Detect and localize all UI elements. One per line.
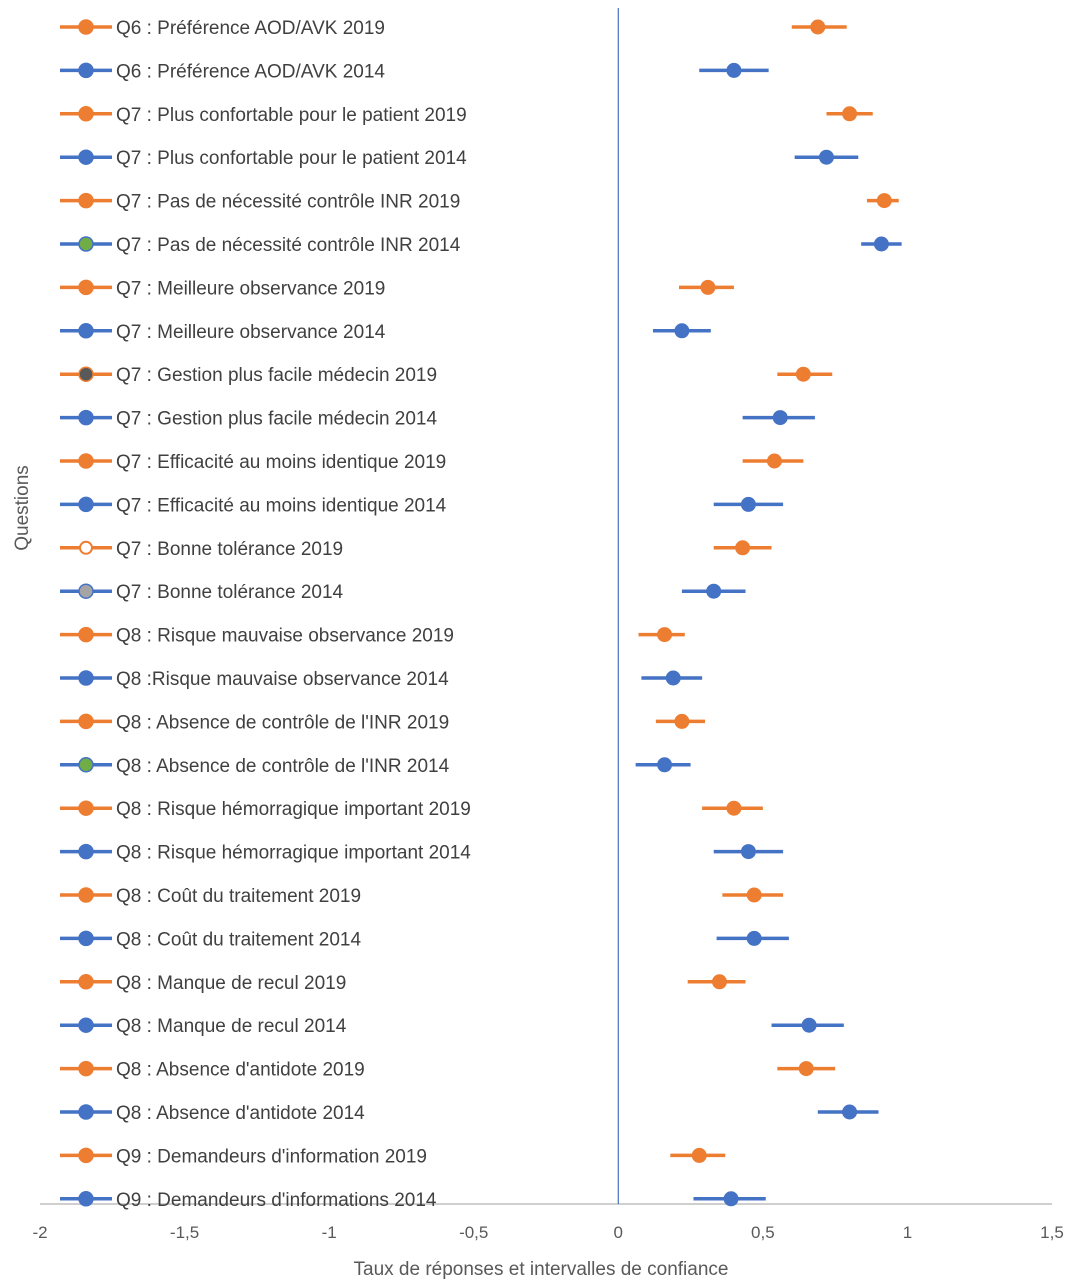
legend-swatch-marker (78, 974, 94, 990)
legend-swatch-marker (78, 843, 94, 860)
legend-swatch-marker (78, 1060, 94, 1077)
data-point (657, 757, 673, 773)
legend-label: Q8 : Absence de contrôle de l'INR 2019 (116, 712, 449, 733)
legend-swatch-marker (78, 106, 94, 122)
legend-swatch-marker (78, 366, 94, 382)
x-tick-label: 1 (903, 1223, 912, 1242)
legend-label: Q8 : Coût du traitement 2019 (116, 886, 361, 907)
legend-label: Q7 : Plus confortable pour le patient 20… (116, 105, 467, 126)
data-point (766, 453, 782, 469)
legend-label: Q7 : Meilleure observance 2014 (116, 322, 386, 343)
legend-label: Q9 : Demandeurs d'informations 2014 (116, 1190, 437, 1211)
data-point (842, 1104, 858, 1120)
x-tick-label: 1,5 (1040, 1223, 1064, 1242)
legend-label: Q6 : Préférence AOD/AVK 2014 (116, 61, 385, 82)
x-tick-labels: -2 -1,5 -1 -0,5 0 0,5 1 1,5 (32, 1223, 1063, 1242)
data-point (818, 149, 834, 165)
legend-label: Q7 : Gestion plus facile médecin 2014 (116, 409, 438, 430)
legend-label: Q7 : Pas de nécessité contrôle INR 2014 (116, 235, 461, 256)
legend-swatch-marker (78, 1147, 94, 1164)
data-point (876, 193, 892, 209)
legend-label: Q7 : Plus confortable pour le patient 20… (116, 148, 467, 169)
legend-swatch-marker (78, 670, 94, 686)
data-point (711, 974, 727, 990)
legend-label: Q8 :Risque mauvaise observance 2014 (116, 669, 449, 690)
data-point (746, 887, 762, 903)
legend-label: Q8 : Absence d'antidote 2014 (116, 1103, 365, 1124)
data-point (726, 800, 742, 816)
data-point (873, 236, 889, 252)
legend-label: Q7 : Bonne tolérance 2014 (116, 582, 344, 603)
legend-swatch-marker (78, 323, 94, 339)
legend-label: Q8 : Risque mauvaise observance 2019 (116, 626, 454, 647)
data-point (740, 844, 756, 860)
legend-swatch-marker (78, 583, 94, 599)
y-axis-title: Questions (12, 465, 33, 551)
legend-swatch-marker (78, 1017, 94, 1033)
data-point (674, 713, 690, 729)
data-point (706, 583, 722, 599)
data-point (798, 1061, 814, 1077)
legend-swatch-marker (78, 236, 94, 252)
legend-swatch-marker (78, 496, 94, 513)
legend-label: Q8 : Absence d'antidote 2019 (116, 1060, 365, 1081)
legend-label: Q6 : Préférence AOD/AVK 2019 (116, 18, 385, 39)
x-tick-label: -1 (322, 1223, 337, 1242)
legend-label: Q9 : Demandeurs d'information 2019 (116, 1146, 427, 1167)
x-tick-label: 0,5 (751, 1223, 775, 1242)
x-tick-label: -1,5 (170, 1223, 199, 1242)
data-point (726, 62, 742, 78)
legend: Q6 : Préférence AOD/AVK 2019 Q6 : Préfére… (60, 18, 471, 1211)
legend-swatch-marker (78, 887, 94, 903)
legend-swatch-marker (78, 800, 94, 816)
legend-label: Q8 : Absence de contrôle de l'INR 2014 (116, 756, 450, 777)
legend-swatch-marker (78, 713, 94, 730)
data-point (746, 930, 762, 946)
legend-label: Q8 : Manque de recul 2019 (116, 973, 346, 994)
data-point (665, 670, 681, 686)
legend-label: Q8 : Risque hémorragique important 2019 (116, 799, 471, 820)
legend-label: Q7 : Gestion plus facile médecin 2019 (116, 365, 437, 386)
legend-swatch-marker (78, 19, 94, 35)
data-point (700, 279, 716, 295)
data-marks (635, 19, 902, 1207)
x-tick-label: 0 (614, 1223, 623, 1242)
legend-swatch-marker (79, 540, 93, 555)
x-tick-label: -0,5 (459, 1223, 488, 1242)
legend-swatch-marker (78, 930, 94, 947)
data-point (810, 19, 826, 35)
legend-swatch-marker (78, 192, 94, 209)
data-point (842, 106, 858, 122)
x-tick-label: -2 (32, 1223, 47, 1242)
legend-swatch-marker (78, 1191, 94, 1207)
legend-label: Q7 : Meilleure observance 2019 (116, 278, 385, 299)
legend-swatch-marker (78, 757, 94, 773)
legend-swatch-marker (78, 149, 94, 165)
x-axis-title: Taux de réponses et intervalles de confi… (354, 1259, 729, 1280)
data-point (691, 1147, 707, 1163)
legend-label: Q8 : Coût du traitement 2014 (116, 929, 361, 950)
legend-swatch-marker (78, 409, 94, 426)
data-point (772, 410, 788, 426)
data-point (801, 1017, 817, 1033)
legend-swatch-marker (78, 626, 94, 643)
data-point (795, 366, 811, 382)
legend-label: Q7 : Efficacité au moins identique 2019 (116, 452, 446, 473)
legend-label: Q8 : Risque hémorragique important 2014 (116, 843, 471, 864)
legend-label: Q8 : Manque de recul 2014 (116, 1016, 347, 1037)
legend-label: Q7 : Efficacité au moins identique 2014 (116, 495, 447, 516)
legend-swatch-marker (78, 62, 94, 79)
legend-swatch-marker (78, 453, 94, 469)
data-point (657, 627, 673, 643)
data-point (674, 323, 690, 339)
data-point (723, 1191, 739, 1207)
legend-label: Q7 : Bonne tolérance 2019 (116, 539, 343, 560)
legend-label: Q7 : Pas de nécessité contrôle INR 2019 (116, 192, 460, 213)
legend-swatch-marker (78, 279, 94, 296)
legend-swatch-marker (78, 1104, 94, 1120)
data-point (735, 540, 751, 556)
data-point (740, 496, 756, 512)
